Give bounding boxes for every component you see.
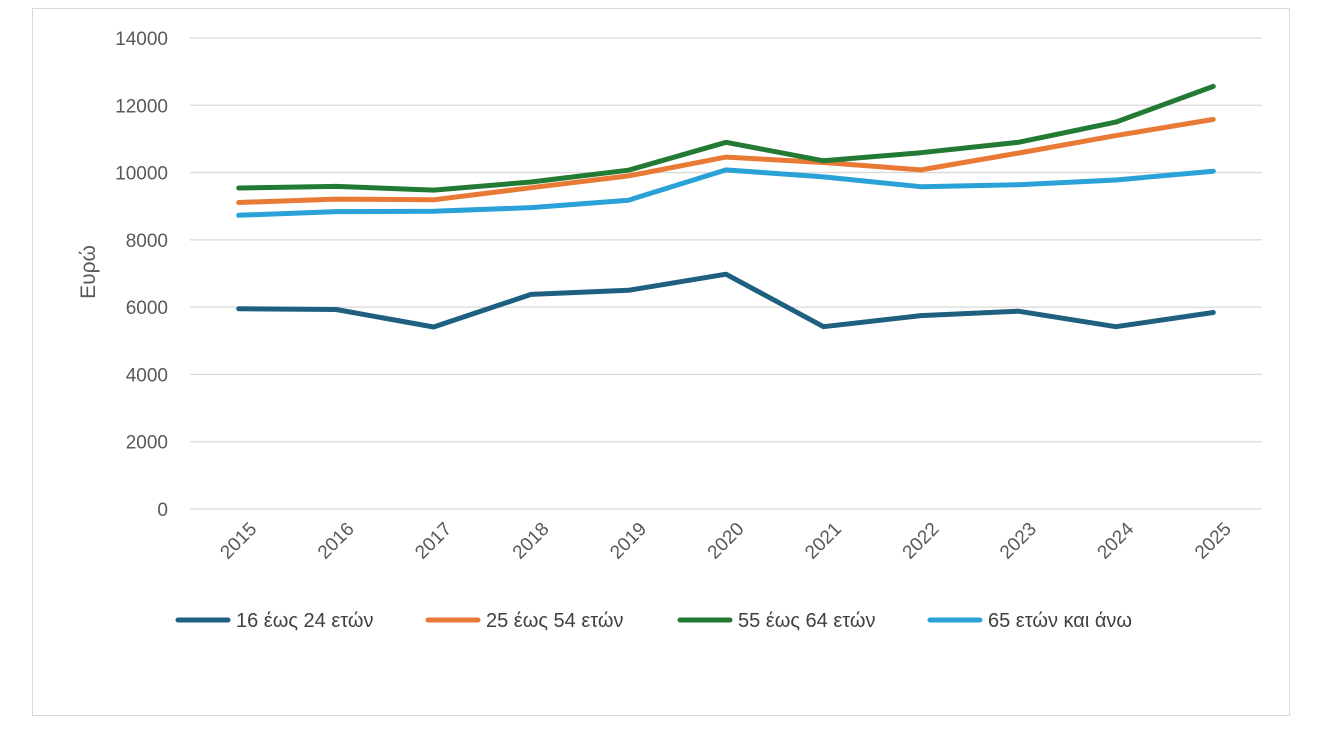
legend-entry: 25 έως 54 ετών: [486, 610, 623, 632]
legend-entry: 55 έως 64 ετών: [738, 610, 875, 632]
legend: 16 έως 24 ετών 25 έως 54 ετών 55 έως 64 ετ…: [175, 610, 1132, 632]
gridlines: [190, 37, 1262, 510]
legend-entry: 16 έως 24 ετών: [236, 610, 373, 632]
y-axis-title: Ευρώ: [77, 245, 100, 299]
legend-entry: 65 ετών και άνω: [988, 610, 1132, 632]
series-lines: [236, 83, 1216, 330]
y-tick-label: 8000: [126, 231, 168, 252]
x-tick-label: 2024: [1094, 518, 1139, 563]
series-line-4: [236, 167, 1216, 218]
x-tick-label: 2022: [899, 519, 944, 564]
x-tick-label: 2020: [704, 519, 749, 564]
x-tick-label: 2018: [509, 519, 554, 564]
y-tick-label: 2000: [126, 433, 168, 454]
y-tick-label: 14000: [115, 29, 168, 50]
x-tick-label: 2015: [216, 519, 261, 564]
chart-frame: [32, 8, 1290, 716]
x-tick-label: 2023: [996, 519, 1041, 564]
x-tick-label: 2025: [1191, 519, 1236, 564]
series-line-3: [236, 83, 1216, 193]
x-tick-label: 2019: [606, 519, 651, 564]
y-tick-label: 10000: [115, 164, 168, 185]
y-tick-label: 4000: [126, 365, 168, 386]
x-axis-ticks: 2015 2016 2017 2018 2019 2020 2021 2022 2023 2024…: [216, 518, 1235, 563]
y-tick-label: 0: [157, 500, 168, 521]
y-axis-ticks: 0 2000 4000 6000 8000 10000 12000 14000: [115, 29, 168, 521]
x-tick-label: 2017: [411, 519, 456, 564]
x-tick-label: 2016: [314, 519, 359, 564]
x-tick-label: 2021: [801, 519, 846, 564]
y-tick-label: 12000: [115, 96, 168, 117]
series-line-1: [236, 271, 1216, 330]
y-tick-label: 6000: [126, 298, 168, 319]
